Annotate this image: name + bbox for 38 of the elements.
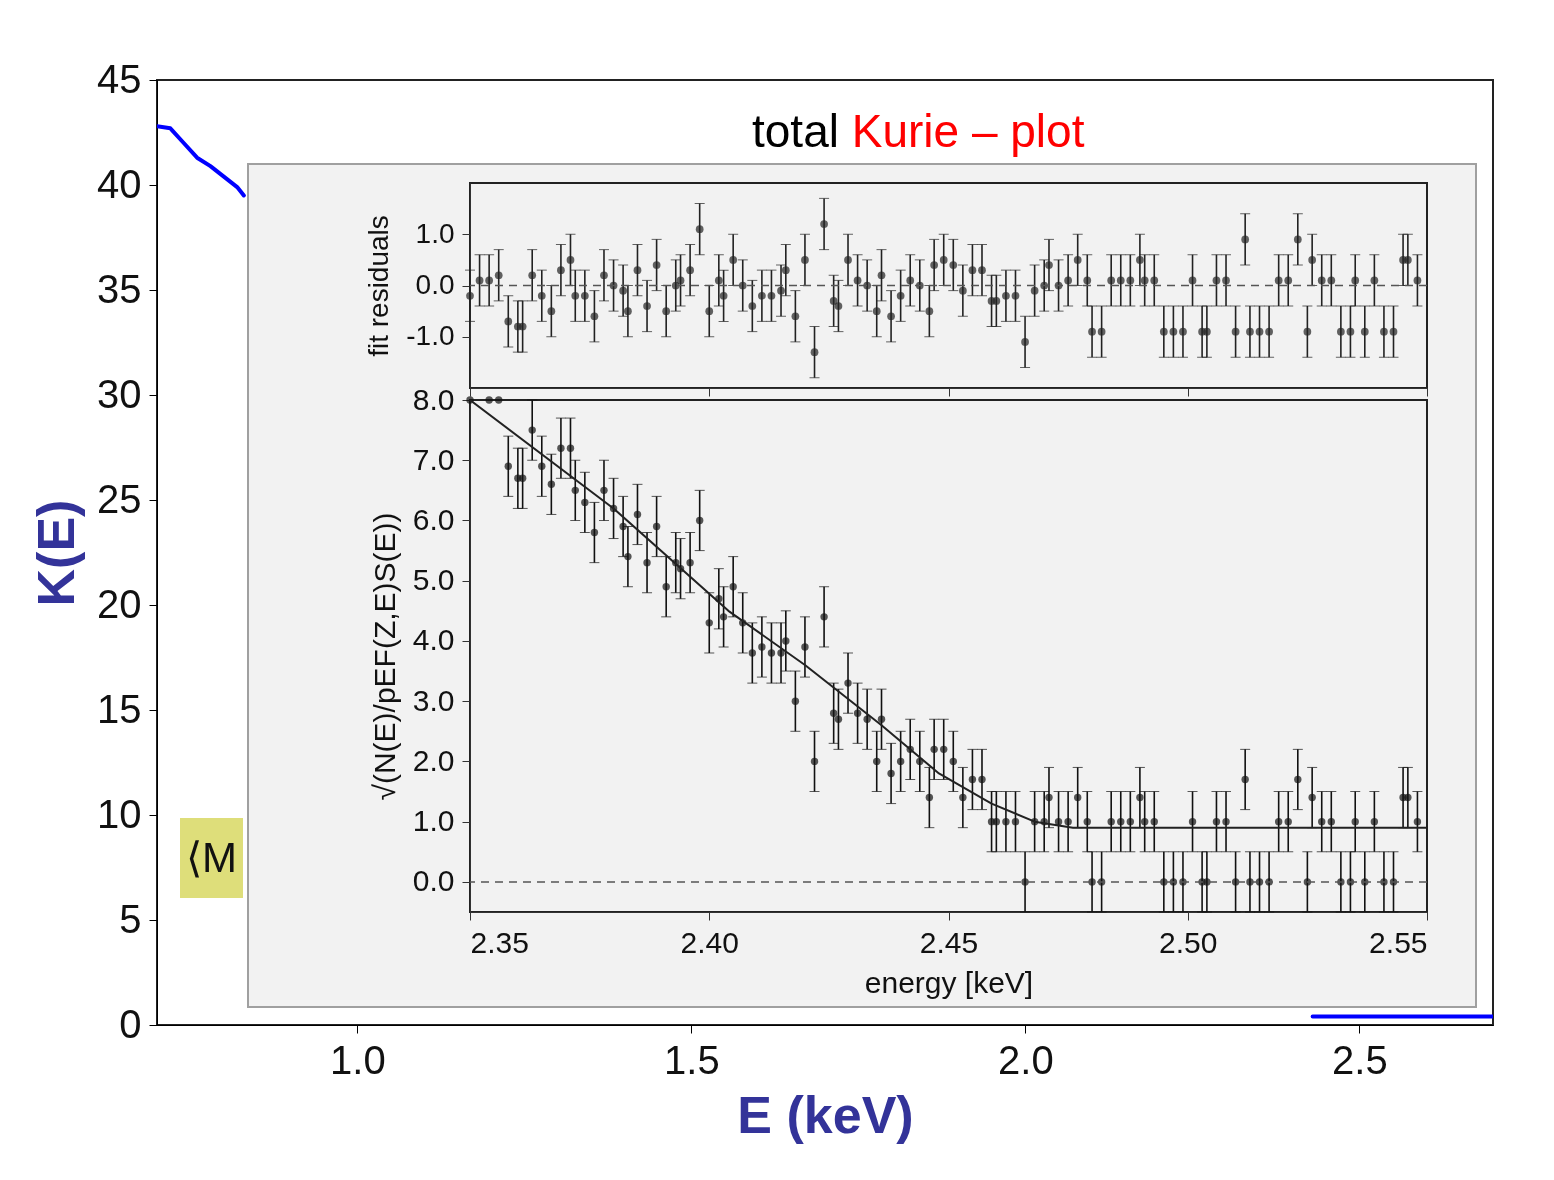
y-tick-label: 20 (97, 581, 142, 626)
y-tick-label: 40 (97, 161, 142, 206)
x-tick-label: 2.40 (680, 925, 739, 959)
y-tick-label: 15 (97, 686, 142, 731)
y-tick-label: 5.0 (412, 563, 455, 597)
y-tick-label: 7.0 (412, 442, 455, 476)
y-axis-title: fit residuals (363, 215, 395, 357)
x-tick-label: 2.0 (998, 1037, 1054, 1082)
y-tick-label: -1.0 (406, 320, 455, 352)
y-tick-label: 5 (119, 896, 142, 941)
x-tick-label: 2.35 (470, 925, 529, 959)
y-tick-label: 4.0 (412, 623, 455, 657)
y-tick-label: 25 (97, 476, 142, 521)
y-tick-label: 1.0 (412, 804, 455, 838)
y-tick-label: 1.0 (415, 217, 455, 249)
y-tick-label: 30 (97, 371, 142, 416)
y-tick-label: 45 (97, 56, 142, 101)
x-axis-title: energy [keV] (864, 965, 1034, 999)
x-tick-label: 1.0 (330, 1037, 386, 1082)
y-tick-label: 0.0 (415, 269, 455, 300)
x-tick-label: 2.55 (1369, 925, 1428, 959)
y-axis-title: √(N(E)/pEF(Z,E)S(E)) (367, 512, 401, 801)
y-tick-label: 3.0 (412, 683, 455, 717)
text: total Kurie – plot (752, 105, 1085, 157)
annotation: ⟨M (180, 818, 243, 898)
y-axis-title: K(E) (27, 499, 86, 607)
y-tick-label: 2.0 (412, 743, 455, 777)
y-tick-label: 0 (119, 1001, 142, 1046)
x-tick-label: 2.5 (1332, 1037, 1388, 1082)
y-tick-label: 0.0 (412, 864, 455, 898)
y-tick-label: 8.0 (412, 382, 455, 416)
x-tick-label: 2.50 (1159, 925, 1218, 959)
y-tick-label: 6.0 (412, 502, 455, 536)
x-tick-label: 2.45 (919, 925, 979, 959)
y-tick-label: 35 (97, 266, 142, 311)
y-tick-label: 10 (97, 791, 142, 836)
x-axis-title: E (keV) (737, 1085, 914, 1144)
x-tick-label: 1.5 (664, 1037, 720, 1082)
